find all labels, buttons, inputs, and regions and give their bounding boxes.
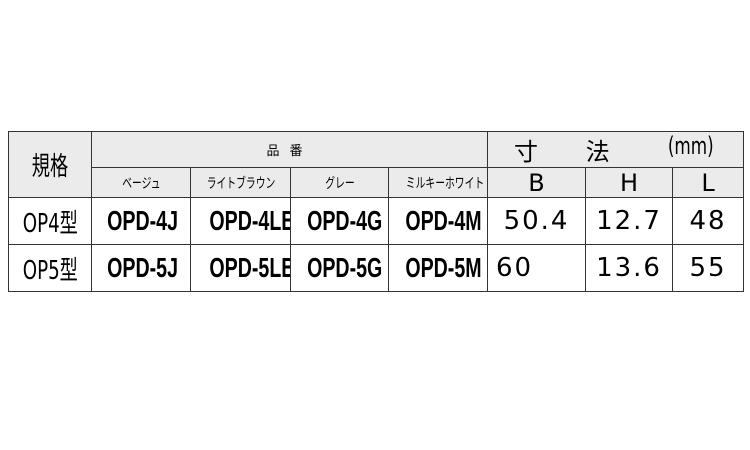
- dim-header-h: H: [585, 167, 674, 198]
- spec-header-label: 規格: [31, 152, 69, 182]
- code-value: OPD-5G: [307, 252, 383, 283]
- l-cell: 55: [672, 244, 745, 292]
- color-header-gray: グレー: [290, 167, 389, 198]
- b-cell: 50.4: [487, 197, 587, 245]
- code-cell: OPD-4G: [290, 197, 389, 245]
- dim-header-l: L: [672, 167, 745, 198]
- code-cell: OPD-4LB: [190, 197, 291, 245]
- color-header-milky-white: ミルキーホワイト: [387, 167, 489, 198]
- code-value: OPD-5M: [405, 252, 482, 283]
- code-cell: OPD-5M: [387, 244, 489, 292]
- code-cell: OPD-5J: [91, 244, 191, 292]
- spec-cell: OP4型: [8, 197, 92, 245]
- code-cell: OPD-4J: [91, 197, 191, 245]
- dim-header-b: B: [487, 167, 587, 198]
- code-cell: OPD-4M: [387, 197, 489, 245]
- part-number-label: 品番: [266, 144, 313, 159]
- code-cell: OPD-5G: [290, 244, 389, 292]
- dimensions-unit: (mm): [667, 132, 714, 161]
- part-number-header: 品番: [90, 131, 489, 168]
- dimensions-header: 寸 法 (mm): [487, 131, 745, 168]
- color-label: ベージュ: [121, 175, 161, 192]
- table-row: OP5型 OPD-5J OPD-5LB OPD-5G OPD-5M 60 13.…: [8, 244, 745, 292]
- spec-cell: OP5型: [8, 244, 92, 292]
- spec-header: 規格: [8, 131, 92, 198]
- product-spec-table: 規格 品番 寸 法 (mm) ベージュ ライトブラウン グレー ミルキーホワイト…: [8, 131, 745, 292]
- code-value: OPD-5LB: [209, 252, 291, 283]
- h-cell: 13.6: [585, 244, 674, 292]
- b-cell: 60: [487, 244, 587, 292]
- code-value: OPD-4LB: [209, 205, 291, 236]
- spec-value: OP5型: [22, 255, 78, 286]
- color-label: ミルキーホワイト: [405, 175, 485, 192]
- l-cell: 48: [672, 197, 745, 245]
- table-row: OP4型 OPD-4J OPD-4LB OPD-4G OPD-4M 50.4 1…: [8, 197, 745, 245]
- code-value: OPD-4G: [307, 205, 383, 236]
- code-value: OPD-5J: [107, 252, 178, 283]
- color-header-light-brown: ライトブラウン: [190, 167, 291, 198]
- h-cell: 12.7: [585, 197, 674, 245]
- dimensions-label-a: 寸: [514, 138, 539, 166]
- spec-value: OP4型: [22, 208, 78, 239]
- code-cell: OPD-5LB: [190, 244, 291, 292]
- dimensions-label-b: 法: [585, 138, 610, 166]
- code-value: OPD-4J: [107, 205, 178, 236]
- color-label: グレー: [324, 175, 355, 192]
- color-label: ライトブラウン: [206, 175, 275, 192]
- code-value: OPD-4M: [405, 205, 482, 236]
- color-header-beige: ベージュ: [91, 167, 191, 198]
